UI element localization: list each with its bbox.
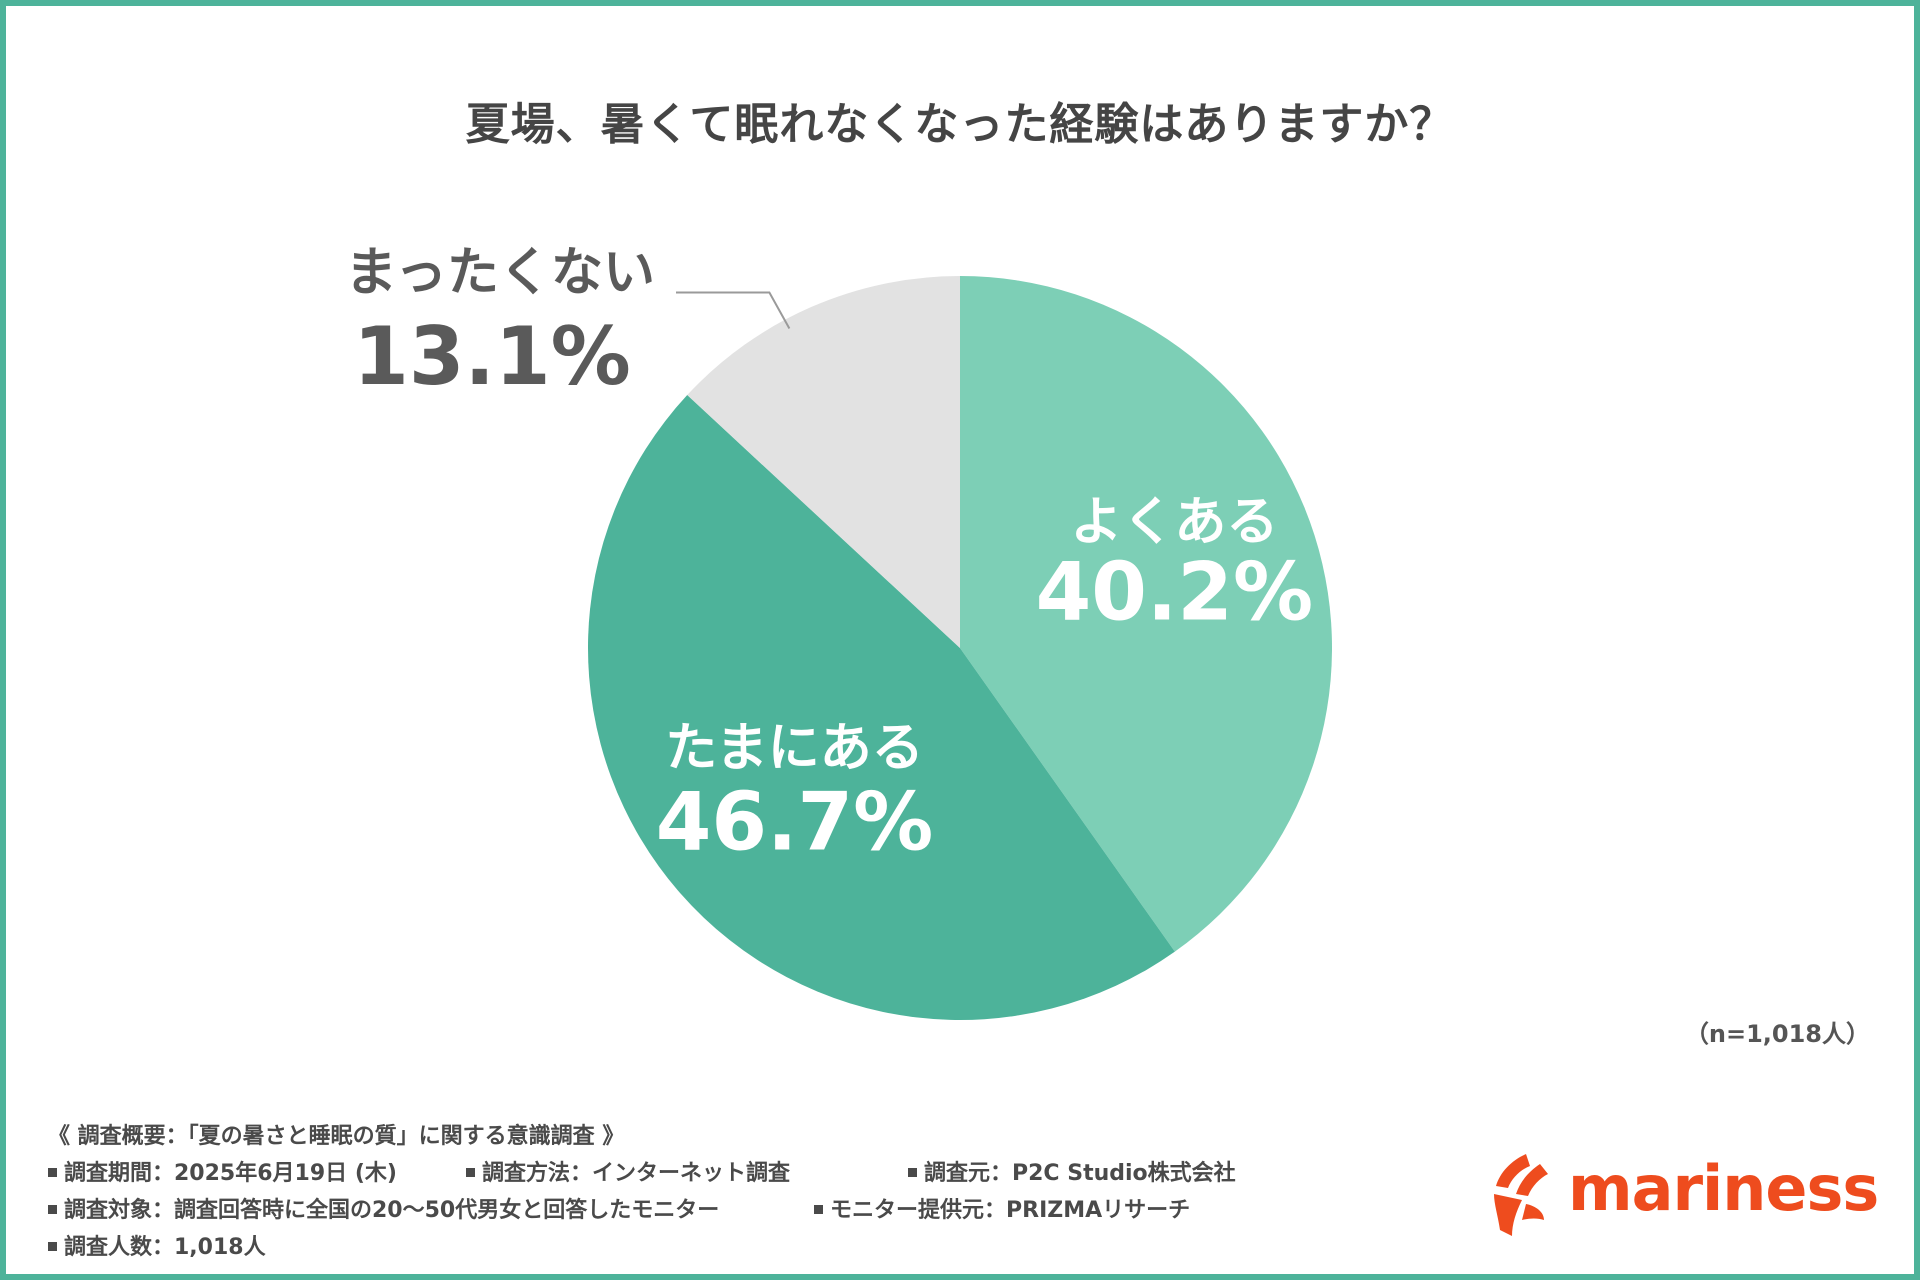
survey-row-3: 調査人数：1,018人 [48,1229,624,1266]
bullet-icon [908,1167,917,1177]
leader-line [676,291,791,329]
chart-title: 夏場、暑くて眠れなくなった経験はありますか？ [465,99,1455,150]
survey-row-2: 調査対象：調査回答時に全国の20～50代男女と回答したモニター モニター提供元：… [48,1192,1190,1229]
slice-value-label: 13.1% [353,310,631,403]
slice-label: まったくない [345,243,655,303]
bullet-icon [814,1204,823,1214]
pie-slice [588,395,1175,1020]
survey-count: 調査人数：1,018人 [48,1229,266,1266]
brand-name: mariness [1568,1152,1879,1225]
slice-value-label: 40.2% [1036,545,1314,638]
slice-label: よくある [1070,492,1278,552]
survey-heading: 《 調査概要：「夏の暑さと睡眠の質」に関する意識調査 》 [48,1124,625,1149]
bullet-icon [48,1167,57,1177]
sample-size-note: （n=1,018人） [1684,1020,1870,1048]
survey-source: 調査元：P2C Studio株式会社 [908,1155,1236,1192]
survey-period: 調査期間：2025年6月19日 (木) [48,1155,397,1192]
bullet-icon [466,1167,475,1177]
survey-provider: モニター提供元：PRIZMAリサーチ [814,1192,1190,1229]
bullet-icon [48,1241,57,1251]
slice-label: たまにある [665,718,923,778]
pie-slice [687,276,960,648]
bullet-icon [48,1204,57,1214]
survey-method: 調査方法：インターネット調査 [466,1155,790,1192]
survey-row-1: 調査期間：2025年6月19日 (木) 調査方法：インターネット調査 調査元：P… [48,1155,1236,1192]
brand-logo: mariness [1482,1150,1879,1240]
survey-heading-row: 《 調査概要：「夏の暑さと睡眠の質」に関する意識調査 》 [48,1118,624,1155]
pie-slice [960,276,1333,952]
brand-mark-icon [1494,1154,1548,1236]
slice-value-label: 46.7% [656,775,934,868]
survey-target: 調査対象：調査回答時に全国の20～50代男女と回答したモニター [48,1192,719,1229]
survey-summary: 《 調査概要：「夏の暑さと睡眠の質」に関する意識調査 》 調査期間：2025年6… [48,1118,1236,1266]
